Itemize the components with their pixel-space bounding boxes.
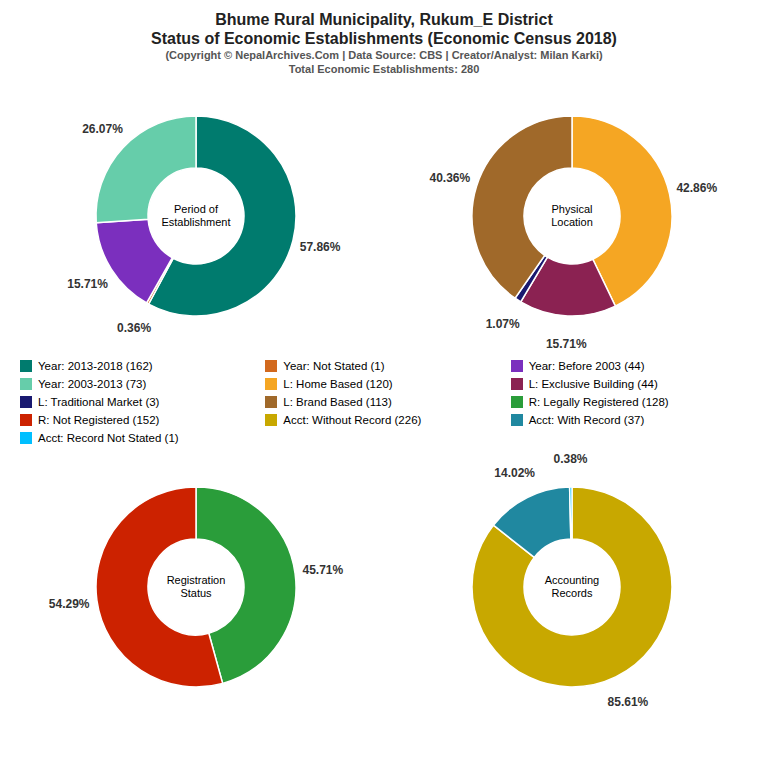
html-text:Records: Records [551, 587, 593, 599]
html-text:Year: Before 2003 (44): Year: Before 2003 (44) [528, 359, 645, 372]
html-text:L: Traditional Market (3): L: Traditional Market (3) [38, 395, 160, 408]
svg-text:26.07%: 26.07% [82, 122, 123, 136]
svg-text:85.61%: 85.61% [608, 695, 649, 709]
html-text:L: Home Based (120): L: Home Based (120) [283, 377, 393, 390]
html-text:Accounting: Accounting [544, 574, 600, 586]
html-text:Status: Status [180, 587, 212, 599]
html-text:Year: 2003-2013 (73): Year: 2003-2013 (73) [38, 377, 147, 390]
html-text:L: Exclusive Building (44): L: Exclusive Building (44) [528, 377, 658, 390]
svg-text:40.36%: 40.36% [429, 171, 470, 185]
html-text:Status of Economic Establishme: Status of Economic Establishments (Econo… [151, 30, 617, 47]
svg-text:14.02%: 14.02% [494, 466, 535, 480]
html-text:Period of: Period of [174, 203, 218, 215]
svg-text:1.07%: 1.07% [486, 317, 520, 331]
html-text:Acct: Record Not Stated (1): Acct: Record Not Stated (1) [38, 431, 179, 444]
html-text:Location: Location [551, 216, 593, 228]
html-text:R: Legally Registered (128): R: Legally Registered (128) [528, 395, 669, 408]
html-text:Bhume Rural Municipality, Ruku: Bhume Rural Municipality, Rukum_E Distri… [215, 11, 553, 28]
html-text:R: Not Registered (152): R: Not Registered (152) [38, 413, 160, 426]
svg-text:45.71%: 45.71% [302, 563, 343, 577]
html-text:Registration: Registration [166, 574, 226, 586]
svg-text:15.71%: 15.71% [546, 337, 587, 351]
svg-text:0.36%: 0.36% [117, 321, 151, 335]
svg-text:54.29%: 54.29% [49, 597, 90, 611]
svg-text:42.86%: 42.86% [676, 181, 717, 195]
html-text:Acct: With Record (37): Acct: With Record (37) [528, 413, 645, 426]
svg-text:0.38%: 0.38% [553, 452, 587, 466]
html-text:Year: Not Stated (1): Year: Not Stated (1) [283, 359, 385, 372]
svg-text:15.71%: 15.71% [67, 277, 108, 291]
html-text:Year: 2013-2018 (162): Year: 2013-2018 (162) [38, 359, 153, 372]
html-text:Acct: Without Record (226): Acct: Without Record (226) [283, 413, 422, 426]
html-text:Total Economic Establishments:: Total Economic Establishments: 280 [288, 63, 480, 75]
html-text:Physical: Physical [551, 203, 593, 215]
html-text:Establishment: Establishment [161, 216, 231, 228]
html-text:(Copyright © NepalArchives.Com: (Copyright © NepalArchives.Com | Data So… [165, 49, 603, 61]
html-text:L: Brand Based (113): L: Brand Based (113) [283, 395, 392, 408]
svg-text:57.86%: 57.86% [300, 240, 341, 254]
